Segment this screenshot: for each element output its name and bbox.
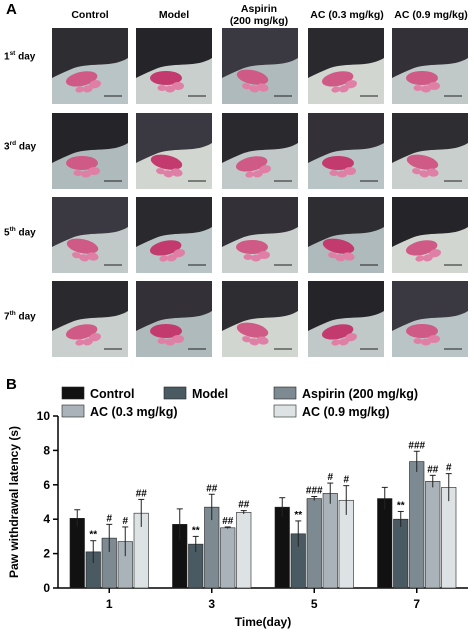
row-label-day-5: 5th day	[4, 226, 36, 238]
row-label-word: day	[16, 141, 37, 153]
bar	[377, 498, 393, 589]
paw-photo	[222, 281, 298, 357]
bar	[393, 518, 409, 589]
column-header-model: Model	[136, 9, 212, 21]
legend-label: AC (0.9 mg/kg)	[302, 405, 390, 419]
legend-swatch	[273, 386, 297, 400]
y-tick-label: 6	[43, 478, 50, 492]
x-tick-label: 1	[106, 597, 113, 611]
row-label-number: 5	[4, 227, 10, 239]
significance-label: **	[294, 510, 302, 521]
row-label-word: day	[15, 311, 36, 323]
x-tick-label: 7	[413, 597, 420, 611]
paw-photo	[52, 281, 128, 357]
row-label-day-3: 3rd day	[4, 140, 36, 152]
legend-label: AC (0.3 mg/kg)	[90, 405, 178, 419]
x-axis-label: Time(day)	[235, 615, 291, 629]
panel-b-letter: B	[6, 376, 17, 393]
significance-label: #	[122, 516, 128, 527]
paw-photo	[308, 28, 384, 104]
significance-label: ##	[136, 488, 148, 499]
y-tick-label: 2	[43, 547, 50, 561]
paw-photo	[222, 197, 298, 273]
significance-label: ##	[238, 500, 250, 511]
legend-swatch	[273, 404, 297, 418]
significance-label: ##	[222, 516, 234, 527]
column-header-ac-low: AC (0.3 mg/kg)	[304, 9, 390, 21]
x-tick-label: 3	[208, 597, 215, 611]
significance-label: **	[89, 530, 97, 541]
significance-label: #	[343, 475, 349, 486]
column-header-line: Control	[71, 9, 109, 21]
paw-photo	[392, 28, 468, 104]
row-label-suffix: rd	[9, 140, 17, 147]
column-header-line: (200 mg/kg)	[229, 15, 289, 27]
column-header-control: Control	[52, 9, 128, 21]
significance-label: #	[327, 472, 333, 483]
significance-label: ###	[306, 485, 323, 496]
bar	[274, 506, 290, 589]
bar	[306, 498, 322, 589]
y-tick-label: 0	[43, 581, 50, 595]
column-header-line: Aspirin	[240, 3, 278, 15]
significance-label: ##	[206, 483, 218, 494]
row-label-day-7: 7th day	[4, 310, 36, 322]
row-label-suffix: th	[9, 310, 16, 317]
row-label-number: 3	[4, 141, 10, 153]
paw-photo	[308, 197, 384, 273]
row-label-word: day	[15, 51, 36, 63]
legend-swatch	[61, 386, 85, 400]
paw-photo	[136, 281, 212, 357]
y-tick-label: 4	[43, 512, 50, 526]
significance-label: #	[106, 513, 112, 524]
paw-photo	[52, 197, 128, 273]
y-tick-label: 10	[37, 409, 51, 423]
legend-label: Control	[90, 387, 134, 401]
bar	[69, 518, 85, 589]
paw-photo	[52, 113, 128, 189]
bar	[425, 481, 441, 589]
row-label-word: day	[15, 227, 36, 239]
panel-a-letter: A	[6, 1, 17, 18]
significance-label: ###	[408, 440, 425, 451]
row-label-number: 1	[4, 51, 10, 63]
significance-label: ##	[427, 464, 439, 475]
paw-photo	[222, 113, 298, 189]
significance-label: **	[192, 525, 200, 536]
legend-label: Aspirin (200 mg/kg)	[302, 387, 418, 401]
bar	[236, 512, 252, 589]
paw-photo	[308, 281, 384, 357]
column-header-line: Model	[158, 9, 190, 21]
paw-photo	[136, 197, 212, 273]
significance-label: #	[446, 463, 452, 474]
row-label-day-1: 1st day	[4, 50, 35, 62]
column-header-line: AC (0.3 mg/kg)	[310, 9, 384, 21]
paw-photo	[136, 28, 212, 104]
legend-swatch	[61, 404, 85, 418]
paw-photo	[136, 113, 212, 189]
paw-photo	[392, 281, 468, 357]
column-header-ac-high: AC (0.9 mg/kg)	[388, 9, 474, 21]
legend-swatch	[163, 386, 187, 400]
column-header-line: AC (0.9 mg/kg)	[394, 9, 468, 21]
y-axis-label: Paw withdrawal latency (s)	[7, 426, 21, 578]
paw-photo	[52, 28, 128, 104]
y-tick-label: 8	[43, 443, 50, 457]
paw-photo	[308, 113, 384, 189]
bar	[441, 487, 457, 589]
row-label-suffix: th	[9, 226, 16, 233]
bar	[220, 527, 236, 589]
paw-photo	[392, 113, 468, 189]
bar	[322, 493, 338, 589]
column-header-aspirin: Aspirin (200 mg/kg)	[216, 3, 302, 27]
legend-label: Model	[192, 387, 228, 401]
x-tick-label: 5	[311, 597, 318, 611]
paw-photo	[392, 197, 468, 273]
row-label-suffix: st	[9, 50, 16, 57]
bar	[409, 461, 425, 589]
paw-photo	[222, 28, 298, 104]
row-label-number: 7	[4, 311, 10, 323]
significance-label: **	[397, 500, 405, 511]
